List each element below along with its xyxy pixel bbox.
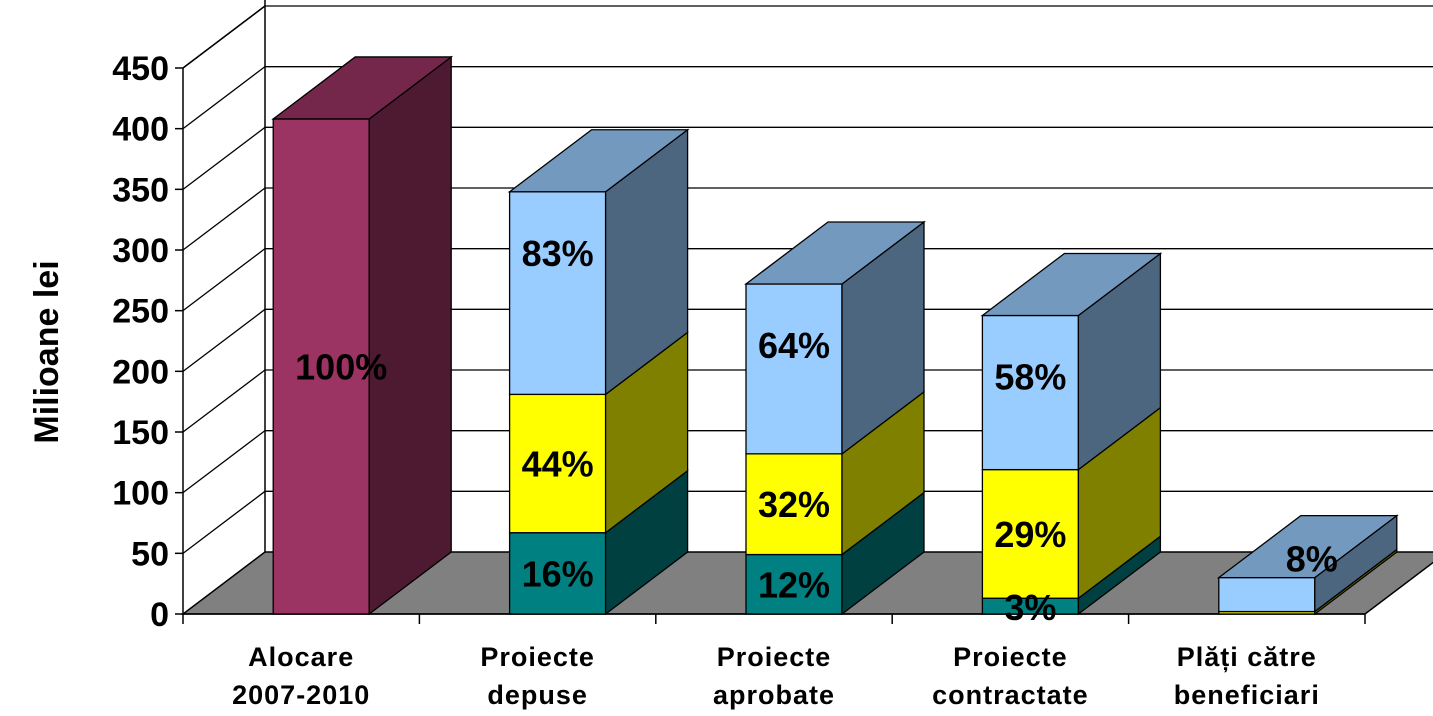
x-category-label: beneficiari — [1174, 680, 1320, 710]
gridline — [182, 66, 1433, 130]
bar-segment — [980, 252, 1163, 471]
y-tick-label: 50 — [131, 535, 169, 573]
bar-front — [508, 532, 607, 615]
bar-segment — [271, 55, 454, 616]
chart-walls — [182, 0, 266, 552]
x-category-label: depuse — [487, 680, 588, 710]
x-category-label: contractate — [932, 680, 1089, 710]
data-label: 8% — [1286, 539, 1338, 580]
data-label: 64% — [758, 325, 830, 366]
y-tick-label: 350 — [112, 171, 169, 209]
bar-segment — [744, 220, 926, 456]
x-category-label: Proiecte — [717, 642, 832, 672]
bar-segment — [508, 469, 689, 616]
bar-front — [981, 468, 1080, 599]
bar-segment — [1216, 514, 1399, 613]
bar-front — [745, 553, 843, 615]
y-tick-label: 400 — [112, 111, 169, 149]
y-tick-label: 250 — [112, 293, 169, 331]
bar-front — [272, 118, 370, 615]
bar-front — [508, 393, 607, 534]
x-category-label: Proiecte — [953, 642, 1068, 672]
bar-segment — [745, 491, 925, 616]
y-axis-label: Milioane lei — [28, 260, 66, 443]
bar-top — [1216, 514, 1399, 579]
bars — [271, 55, 1399, 616]
data-label: 58% — [994, 357, 1066, 398]
y-tick-label: 100 — [112, 475, 169, 513]
y-axis-ticks: 0 50 100 150 200 250 300 350 400 450 — [112, 50, 169, 634]
data-label: 44% — [522, 444, 594, 485]
data-label: 16% — [522, 553, 594, 594]
x-category-label: Proiecte — [480, 642, 595, 672]
y-tick-label: 450 — [112, 50, 169, 88]
bar-top — [507, 129, 690, 193]
data-label: 29% — [994, 514, 1066, 555]
x-category-label: Alocare — [248, 642, 354, 672]
x-category-label: Plăți către — [1177, 642, 1317, 672]
data-label: 32% — [758, 484, 830, 525]
gridline — [182, 248, 1433, 312]
x-category-label: aprobate — [713, 680, 835, 710]
x-category-label: 2007-2010 — [232, 680, 370, 710]
gridline — [182, 187, 1433, 251]
y-tick-label: 200 — [112, 353, 169, 391]
x-axis-categories: Alocare 2007-2010 Proiecte depuse Proiecte ap… — [232, 642, 1320, 710]
y-tick-label: 0 — [150, 596, 169, 634]
data-labels: 100% 16% 44% 83% 12% 32% 64% 3% 29% 58% 8% — [295, 233, 1338, 628]
data-label: 3% — [1004, 587, 1056, 628]
bar-top — [980, 252, 1163, 317]
bar-front — [745, 283, 843, 455]
bar-front — [1218, 576, 1316, 613]
gridline — [182, 5, 1433, 69]
bar-top — [271, 56, 454, 120]
bar-side — [368, 55, 452, 616]
data-label: 83% — [522, 233, 594, 274]
bar-front — [508, 191, 607, 396]
y-tick-label: 300 — [112, 232, 169, 270]
data-label: 100% — [295, 346, 387, 387]
bar-front — [981, 314, 1080, 471]
data-label: 12% — [758, 564, 830, 605]
bar-top — [744, 221, 926, 285]
bar-segment — [507, 128, 690, 396]
gridline — [182, 126, 1433, 190]
y-tick-label: 150 — [112, 414, 169, 452]
bar-segment — [981, 406, 1162, 600]
